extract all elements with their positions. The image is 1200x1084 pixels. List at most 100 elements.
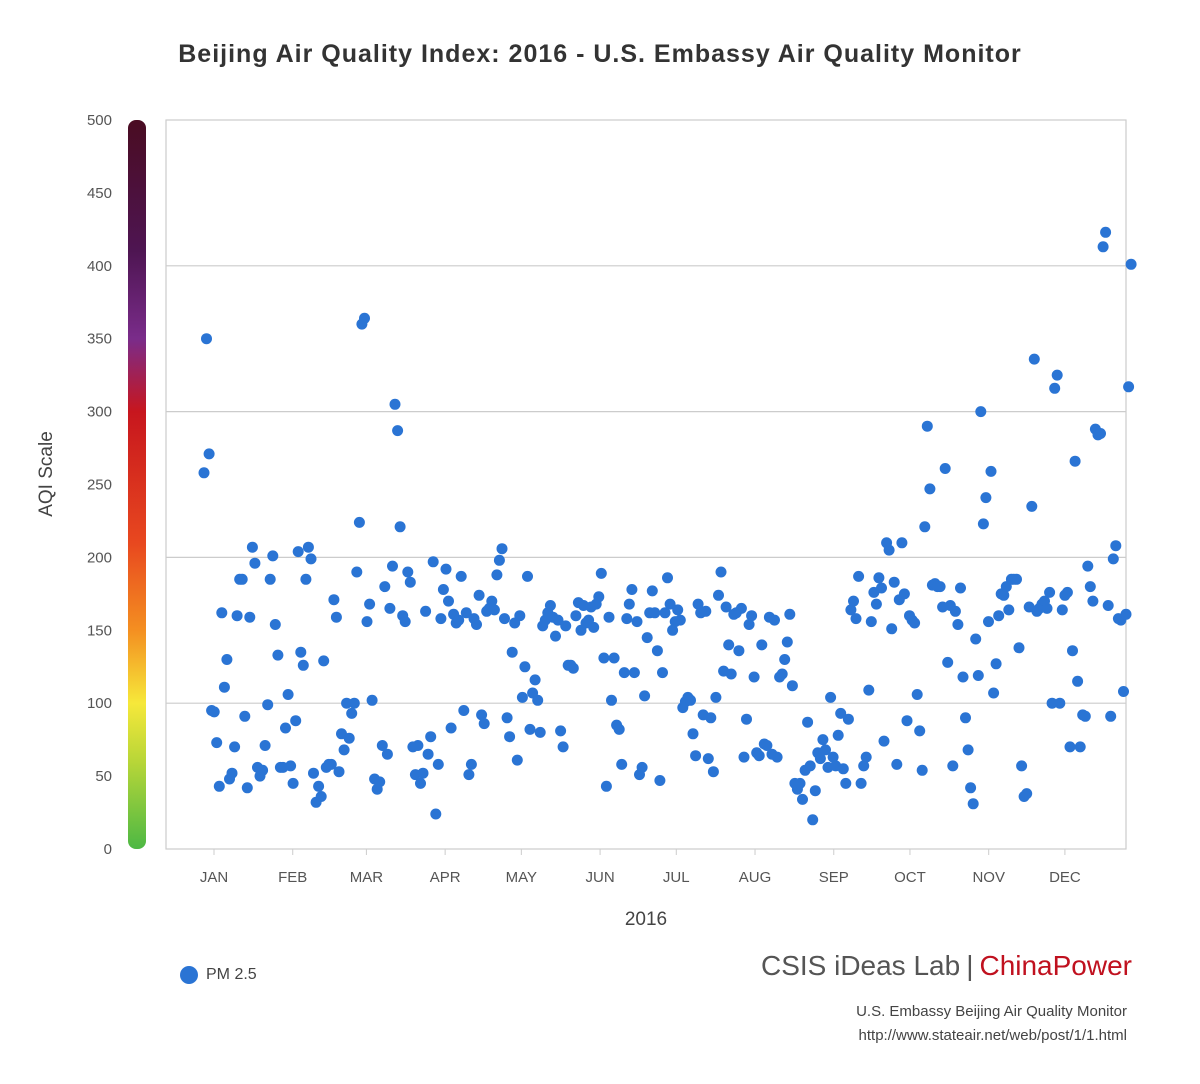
data-point[interactable] [499,613,510,625]
data-point[interactable] [975,406,987,418]
data-point[interactable] [980,492,992,504]
data-point[interactable] [338,744,350,756]
data-point[interactable] [394,521,406,533]
data-point[interactable] [290,715,302,727]
data-point[interactable] [455,570,467,582]
data-point[interactable] [514,610,526,622]
data-point[interactable] [1105,710,1117,722]
data-point[interactable] [916,764,928,776]
data-point[interactable] [651,645,663,657]
data-point[interactable] [988,687,1000,699]
data-point[interactable] [1016,760,1028,772]
data-point[interactable] [491,569,503,581]
data-point[interactable] [231,610,243,622]
data-point[interactable] [1074,741,1086,753]
data-point[interactable] [802,716,814,728]
data-point[interactable] [1125,258,1137,270]
data-point[interactable] [341,697,353,709]
data-point[interactable] [402,566,414,578]
data-point[interactable] [863,684,875,696]
data-point[interactable] [827,751,839,763]
data-point[interactable] [504,731,516,743]
data-point[interactable] [990,658,1002,670]
data-point[interactable] [249,557,261,569]
data-point[interactable] [366,694,378,706]
data-point[interactable] [649,607,661,619]
data-point[interactable] [593,591,605,603]
data-point[interactable] [211,737,223,749]
data-point[interactable] [776,668,788,680]
data-point[interactable] [646,585,658,597]
data-point[interactable] [901,715,913,727]
data-point[interactable] [947,760,959,772]
data-point[interactable] [305,553,317,565]
data-point[interactable] [1067,645,1078,657]
data-point[interactable] [786,680,798,692]
data-point[interactable] [333,766,345,778]
data-point[interactable] [848,595,859,607]
data-point[interactable] [460,607,472,619]
data-point[interactable] [560,620,572,632]
data-point[interactable] [962,744,974,756]
data-point[interactable] [761,740,773,751]
data-point[interactable] [621,613,633,625]
data-point[interactable] [226,767,238,779]
data-point[interactable] [458,705,470,716]
data-point[interactable] [837,763,849,775]
data-point[interactable] [909,617,921,629]
data-point[interactable] [244,611,256,623]
data-point[interactable] [735,602,747,614]
data-point[interactable] [891,758,903,770]
data-point[interactable] [613,723,625,735]
data-point[interactable] [353,516,365,528]
data-point[interactable] [218,681,230,693]
data-point[interactable] [486,595,498,607]
data-point[interactable] [443,595,454,607]
data-point[interactable] [1056,604,1068,616]
data-point[interactable] [911,689,923,700]
data-point[interactable] [993,610,1005,622]
data-point[interactable] [257,764,269,776]
data-point[interactable] [387,560,398,572]
data-point[interactable] [374,776,386,788]
data-point[interactable] [343,732,355,744]
data-point[interactable] [328,594,340,606]
data-point[interactable] [463,769,475,781]
data-point[interactable] [934,581,946,593]
data-point[interactable] [315,791,327,802]
data-point[interactable] [853,570,865,582]
data-point[interactable] [1051,369,1063,381]
data-point[interactable] [817,734,829,746]
data-point[interactable] [779,654,791,665]
data-point[interactable] [781,636,793,648]
data-point[interactable] [598,652,610,664]
data-point[interactable] [364,598,376,610]
data-point[interactable] [425,731,437,743]
data-point[interactable] [608,652,620,664]
data-point[interactable] [239,710,251,722]
data-point[interactable] [919,521,931,533]
data-point[interactable] [690,750,702,762]
data-point[interactable] [567,662,579,674]
data-point[interactable] [318,655,330,667]
data-point[interactable] [1061,586,1073,598]
data-point[interactable] [1069,455,1081,467]
data-point[interactable] [855,777,867,789]
data-point[interactable] [437,584,449,595]
data-point[interactable] [626,584,638,595]
data-point[interactable] [705,712,717,724]
data-point[interactable] [1041,602,1053,614]
data-point[interactable] [501,712,513,724]
data-point[interactable] [404,576,416,588]
data-point[interactable] [804,760,816,772]
data-point[interactable] [814,753,826,765]
data-point[interactable] [1110,540,1122,552]
data-point[interactable] [297,659,309,671]
data-point[interactable] [1044,586,1056,598]
data-point[interactable] [807,814,819,826]
data-point[interactable] [516,691,528,703]
data-point[interactable] [685,694,696,706]
data-point[interactable] [478,718,490,730]
data-point[interactable] [952,619,964,630]
data-point[interactable] [282,689,294,700]
